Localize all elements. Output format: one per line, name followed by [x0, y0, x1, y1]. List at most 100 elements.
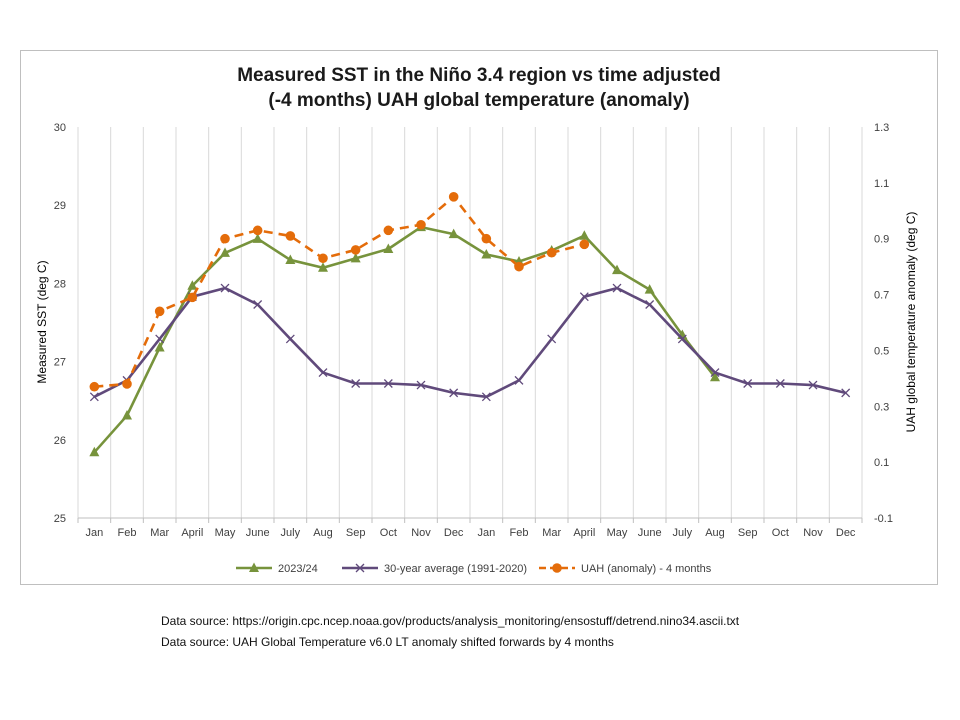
- legend-entry-2: UAH (anomaly) - 4 months: [539, 563, 712, 575]
- data-point: [89, 381, 100, 392]
- data-point: [122, 410, 132, 420]
- data-point: [285, 334, 295, 344]
- data-point: [416, 219, 426, 230]
- legend-entry-0: 2023/24: [236, 562, 318, 575]
- y-left-tick-label: 27: [54, 357, 66, 369]
- data-point: [155, 334, 165, 344]
- marker-stroke: [351, 379, 361, 388]
- x-tick-label: Feb: [510, 527, 529, 539]
- x-tick-label: June: [638, 527, 662, 539]
- x-tick-label: May: [607, 527, 628, 539]
- x-tick-label: Oct: [772, 527, 789, 539]
- data-point: [612, 283, 622, 293]
- data-point: [252, 233, 263, 243]
- data-point: [350, 252, 361, 263]
- data-point: [220, 247, 230, 257]
- marker-stroke: [775, 379, 785, 388]
- y-right-tick-label: 0.7: [874, 290, 889, 302]
- data-source-note-1: Data source: https://origin.cpc.ncep.noa…: [161, 614, 740, 628]
- x-tick-label: Mar: [542, 527, 561, 539]
- y-right-tick-label: 1.1: [874, 178, 889, 190]
- data-point: [89, 392, 99, 402]
- legend-marker: [249, 562, 259, 572]
- data-point: [89, 446, 100, 457]
- chart-title-line-2: (-4 months) UAH global temperature (anom…: [268, 90, 689, 111]
- data-point: [775, 379, 785, 388]
- x-tick-label: Oct: [380, 527, 397, 539]
- x-tick-label: Aug: [313, 527, 333, 539]
- data-point: [318, 262, 328, 272]
- x-tick-label: Jan: [477, 527, 495, 539]
- y-right-tick-label: 0.3: [874, 401, 889, 413]
- y-left-tick-label: 30: [54, 122, 66, 134]
- data-point: [285, 231, 296, 241]
- data-point: [187, 280, 198, 290]
- y-left-tick-label: 29: [54, 200, 66, 212]
- series-1: [89, 283, 851, 402]
- y-right-tick-label: 0.9: [874, 234, 889, 246]
- data-point: [122, 379, 132, 389]
- marker-stroke: [253, 300, 263, 309]
- data-point: [154, 306, 165, 317]
- data-point: [318, 368, 328, 378]
- data-point: [383, 243, 394, 253]
- y-axis-left-title: Measured SST (deg C): [35, 260, 49, 383]
- y-right-tick-label: -0.1: [874, 513, 893, 525]
- x-tick-label: Nov: [411, 527, 431, 539]
- data-point: [841, 388, 851, 398]
- data-point: [514, 375, 524, 385]
- data-point: [579, 230, 590, 240]
- data-source-note-2: Data source: UAH Global Temperature v6.0…: [161, 635, 614, 649]
- data-point: [449, 388, 459, 398]
- marker-stroke: [514, 375, 524, 385]
- marker-stroke: [416, 380, 426, 390]
- data-point: [351, 379, 361, 388]
- x-tick-label: April: [573, 527, 595, 539]
- data-point: [481, 248, 492, 259]
- data-point: [710, 371, 720, 382]
- data-point: [547, 334, 557, 344]
- data-point: [645, 300, 655, 309]
- y-right-tick-label: 0.5: [874, 345, 889, 357]
- legend-entry-1: 30-year average (1991-2020): [342, 563, 527, 575]
- series-line: [94, 195, 585, 389]
- data-point: [318, 253, 328, 264]
- x-tick-label: April: [181, 527, 203, 539]
- data-point: [220, 233, 230, 244]
- data-point: [383, 379, 393, 388]
- marker-stroke: [285, 334, 295, 344]
- axes: Jan Feb Mar April May June July Aug Sep Oct Nov Dec…: [54, 122, 893, 539]
- data-point: [154, 342, 165, 352]
- y-left-tick-label: 26: [54, 435, 66, 447]
- x-tick-label: Aug: [705, 527, 725, 539]
- marker-stroke: [612, 283, 622, 293]
- data-point: [187, 292, 198, 303]
- marker-stroke: [318, 368, 328, 378]
- series-line: [93, 225, 717, 454]
- marker-stroke: [677, 334, 687, 344]
- legend-marker: [355, 563, 365, 573]
- data-point: [252, 225, 263, 236]
- data-point: [285, 254, 296, 264]
- marker-stroke: [383, 379, 393, 388]
- marker-stroke: [220, 283, 230, 293]
- marker-stroke: [743, 379, 753, 388]
- data-point: [710, 368, 720, 378]
- chart-title-line-1: Measured SST in the Niño 3.4 region vs t…: [237, 65, 721, 86]
- x-tick-label: Dec: [444, 527, 464, 539]
- data-point: [481, 392, 491, 402]
- marker-stroke: [710, 368, 720, 378]
- y-left-tick-label: 25: [54, 513, 66, 525]
- x-tick-label: May: [215, 527, 236, 539]
- data-point: [350, 245, 361, 255]
- marker-stroke: [579, 292, 589, 302]
- legend: 2023/24 30-year average (1991-2020) UAH (a…: [236, 562, 712, 575]
- marker-stroke: [841, 388, 851, 398]
- x-tick-label: Jan: [85, 527, 103, 539]
- data-point: [579, 292, 589, 302]
- x-tick-label: June: [246, 527, 270, 539]
- data-point: [612, 264, 622, 275]
- grid: [77, 127, 863, 518]
- y-right-tick-label: 1.3: [874, 122, 889, 134]
- data-point: [644, 284, 655, 294]
